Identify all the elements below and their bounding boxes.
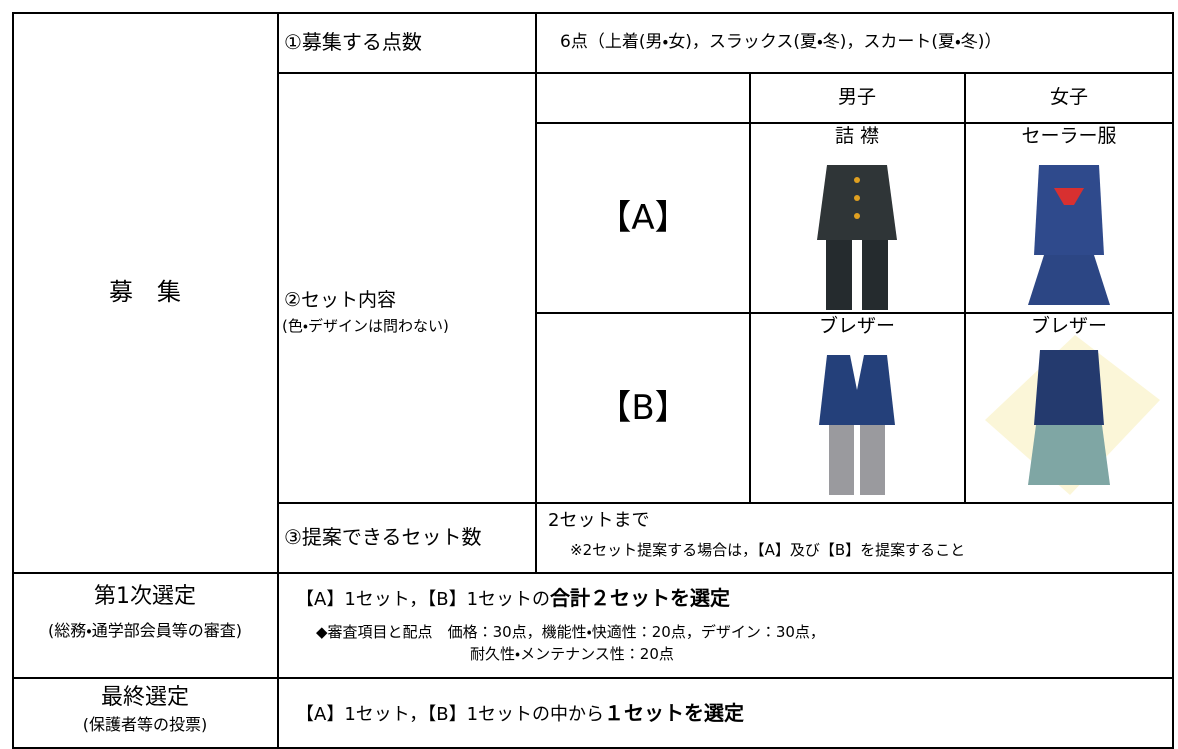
- uniform-illustration: [1028, 165, 1110, 305]
- criteria: ◆審査項目と配点 価格：30点，機能性・快適性：20点，デザイン：30点，: [316, 624, 825, 641]
- row-content: 【A】1セット，【B】1セットの中から１セットを選定: [296, 702, 744, 725]
- row-label: ①募集する点数: [284, 30, 422, 54]
- emphasis: １セットを選定: [604, 701, 745, 725]
- uniform-name: ブレザー: [1030, 315, 1108, 337]
- section-label: 募 集: [109, 278, 181, 306]
- row-content: 2セットまで: [548, 510, 650, 531]
- uniform-name: 詰 襟: [834, 125, 880, 147]
- column-header: 女子: [1049, 86, 1089, 108]
- row-label: ③提案できるセット数: [284, 525, 482, 549]
- section-note: (総務・通学部会員等の審査): [48, 621, 242, 640]
- column-header: 男子: [837, 86, 877, 108]
- row-note: (色・デザインは問わない): [282, 317, 449, 335]
- criteria-label: ◆審査項目と配点: [316, 623, 433, 641]
- uniform-illustration: [985, 335, 1160, 495]
- set-name: 【A】: [597, 198, 689, 238]
- set-name: 【B】: [597, 388, 689, 428]
- section-note: (保護者等の投票): [82, 715, 208, 734]
- uniform-name: セーラー服: [1021, 125, 1117, 147]
- row-content: 6点（上着(男・女)，スラックス(夏・冬)，スカート(夏・冬)）: [560, 32, 1002, 52]
- row-label: ②セット内容: [284, 289, 397, 311]
- text: 【A】1セット，【B】1セットの中から: [296, 704, 605, 725]
- emphasis: 合計２セットを選定: [550, 586, 731, 610]
- row-content: 【A】1セット，【B】1セットの合計２セットを選定: [296, 587, 730, 610]
- uniform-name: ブレザー: [818, 315, 896, 337]
- criteria-text: 価格：30点，機能性・快適性：20点，デザイン：30点，: [447, 623, 825, 641]
- uniform-illustration: [817, 165, 897, 310]
- section-label: 第1次選定: [94, 584, 196, 609]
- criteria-text: 耐久性・メンテナンス性：20点: [470, 645, 674, 663]
- row-note: ※2セット提案する場合は，【A】及び【B】を提案すること: [570, 541, 966, 559]
- text: 【A】1セット，【B】1セットの: [296, 589, 551, 610]
- uniform-illustration: [819, 355, 895, 495]
- section-label: 最終選定: [100, 685, 190, 710]
